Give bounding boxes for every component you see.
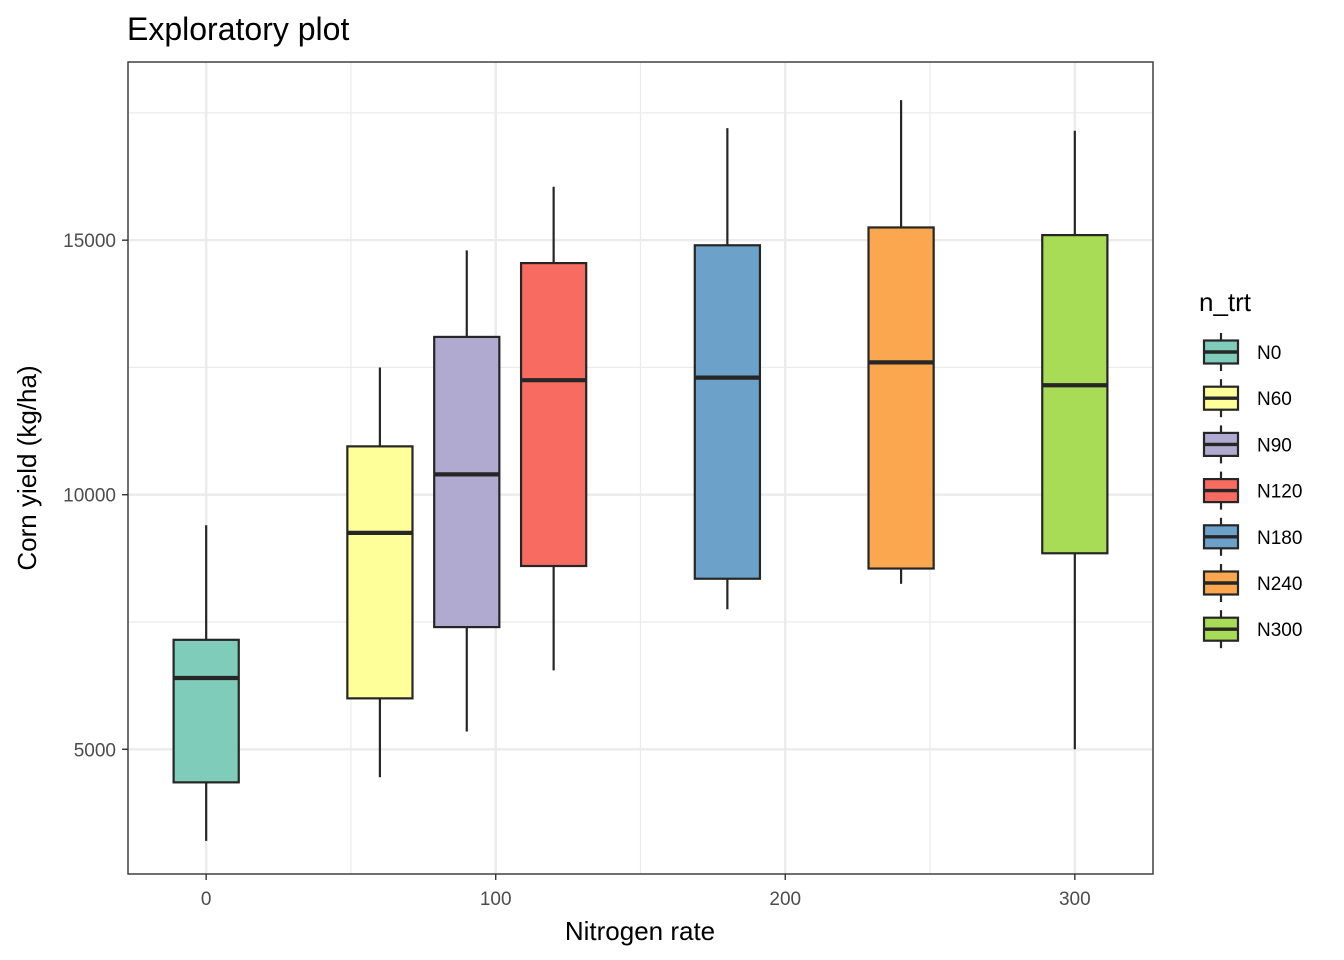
y-axis: 5000 10000 15000 [63,231,128,761]
box-iqr [172,638,240,784]
box-iqr [519,261,588,568]
legend-label: N240 [1257,574,1302,595]
y-tick-label: 15000 [63,231,116,252]
box-iqr [433,335,501,629]
x-tick-label: 0 [201,889,212,910]
x-axis-title: Nitrogen rate [565,916,715,946]
legend-label: N90 [1257,435,1292,456]
legend-label: N180 [1257,528,1302,549]
box-n300 [1041,130,1109,750]
legend-item-n240: N240 [1202,564,1302,602]
box-n0 [172,525,240,841]
legend-item-n300: N300 [1202,610,1302,649]
y-axis-title: Corn yield (kg/ha) [12,365,42,570]
x-tick-label: 100 [480,889,512,910]
legend-item-n60: N60 [1202,379,1292,418]
box-iqr [867,226,935,570]
legend-label: N120 [1257,482,1302,503]
x-axis: 0 100 200 300 [201,874,1091,910]
legend-item-n120: N120 [1202,471,1302,510]
chart-title: Exploratory plot [127,11,349,47]
legend-item-n0: N0 [1202,333,1281,371]
box-n240 [867,100,935,584]
legend-label: N300 [1257,620,1302,641]
legend-item-n90: N90 [1202,425,1292,464]
box-n90 [433,250,501,732]
panel-border [127,61,1154,875]
plot-panel [127,61,1154,875]
x-tick-label: 200 [769,889,801,910]
legend-label: N60 [1257,389,1292,410]
box-iqr [693,244,762,580]
box-iqr [1041,233,1109,555]
legend-label: N0 [1257,343,1281,364]
box-iqr [346,445,414,700]
x-tick-label: 300 [1059,889,1091,910]
box-n180 [693,128,762,610]
y-tick-label: 5000 [74,740,116,761]
y-tick-label: 10000 [63,486,116,507]
legend-item-n180: N180 [1202,517,1302,556]
legend-title: n_trt [1199,287,1252,317]
legend: n_trt N0 N60 N90 N120 N180 N240 N300 [1199,287,1302,649]
box-n120 [519,186,588,671]
box-n60 [346,367,414,778]
